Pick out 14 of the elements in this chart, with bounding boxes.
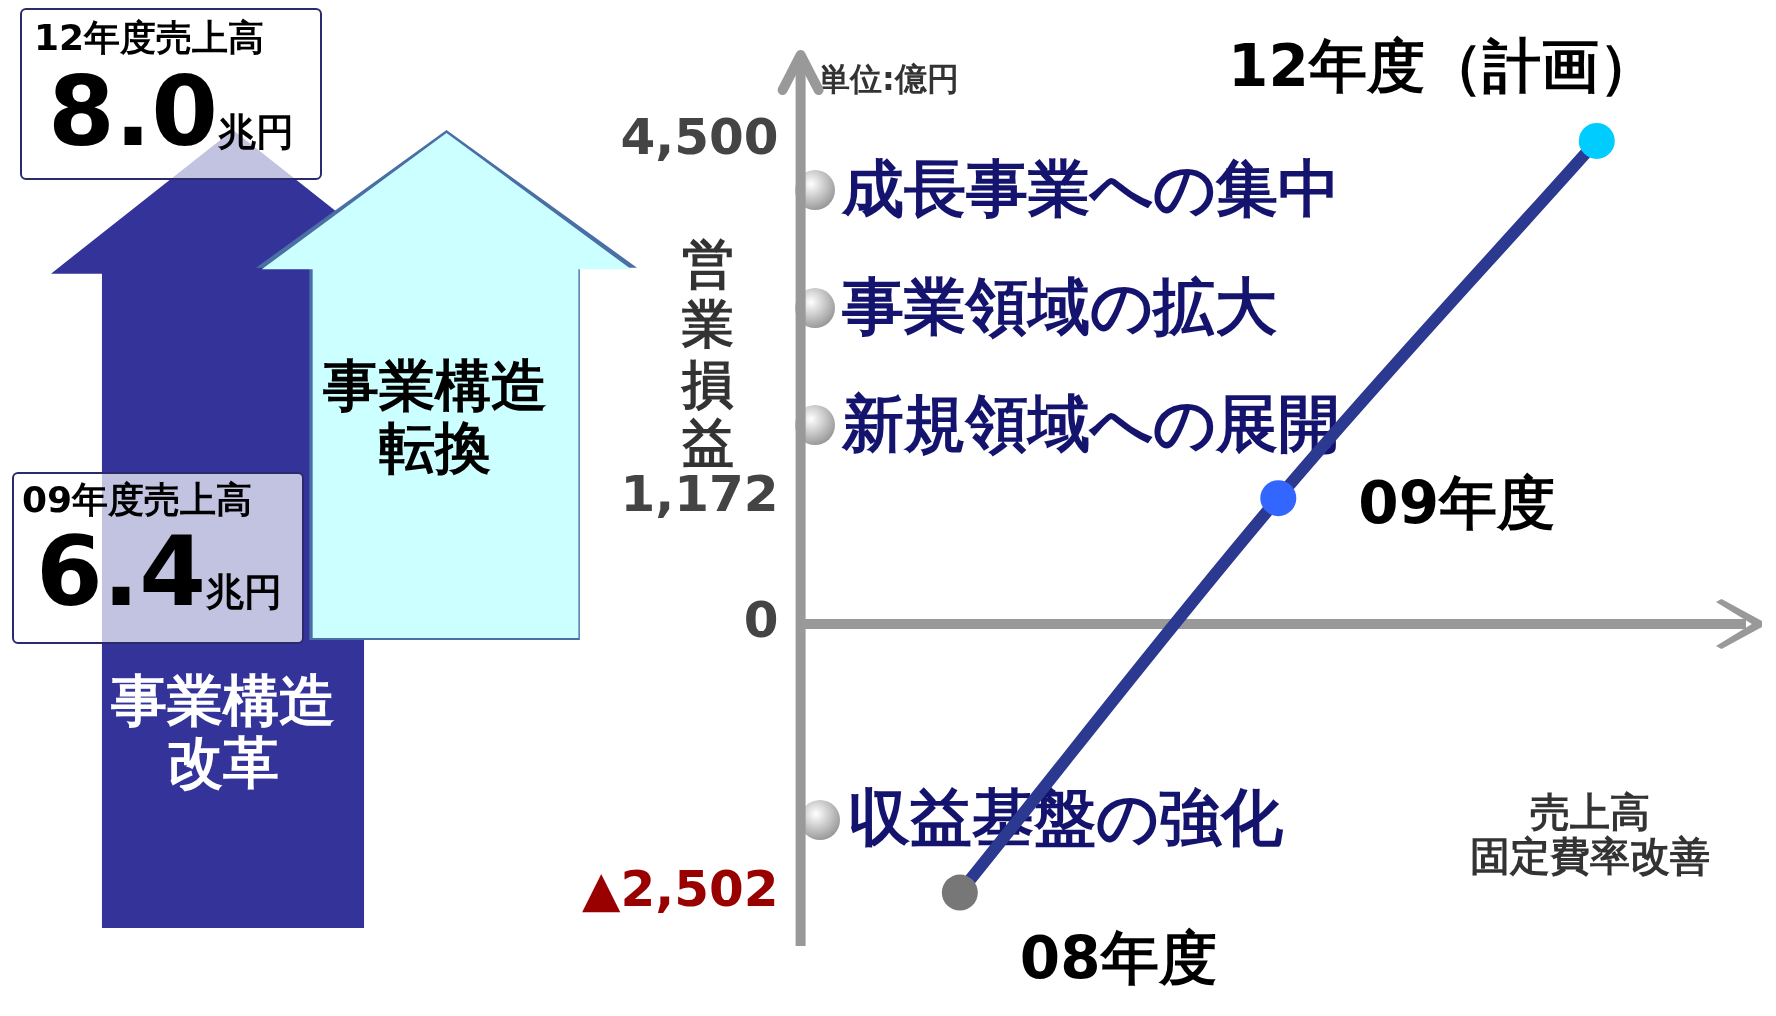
annotation: 事業領域の拡大 xyxy=(842,270,1277,343)
y-tick-label: ▲2,502 xyxy=(582,859,779,918)
text: 12年度売上高 xyxy=(34,17,265,58)
annotation: 成長事業への集中 xyxy=(842,152,1340,225)
text: 8.0兆円 xyxy=(48,56,295,168)
annotation: 単位:億円 xyxy=(818,60,959,98)
y-tick-label: 0 xyxy=(743,590,779,649)
text: 事業構造改革 xyxy=(110,668,336,795)
y-tick-label: 4,500 xyxy=(620,107,779,166)
annotation: 08年度 xyxy=(1019,923,1217,992)
annotation: 12年度（計画） xyxy=(1228,31,1657,100)
annotation: 09年度 xyxy=(1358,469,1556,538)
x-axis-title: 売上高固定費率改善 xyxy=(1470,789,1710,879)
text: 事業構造転換 xyxy=(322,353,548,480)
